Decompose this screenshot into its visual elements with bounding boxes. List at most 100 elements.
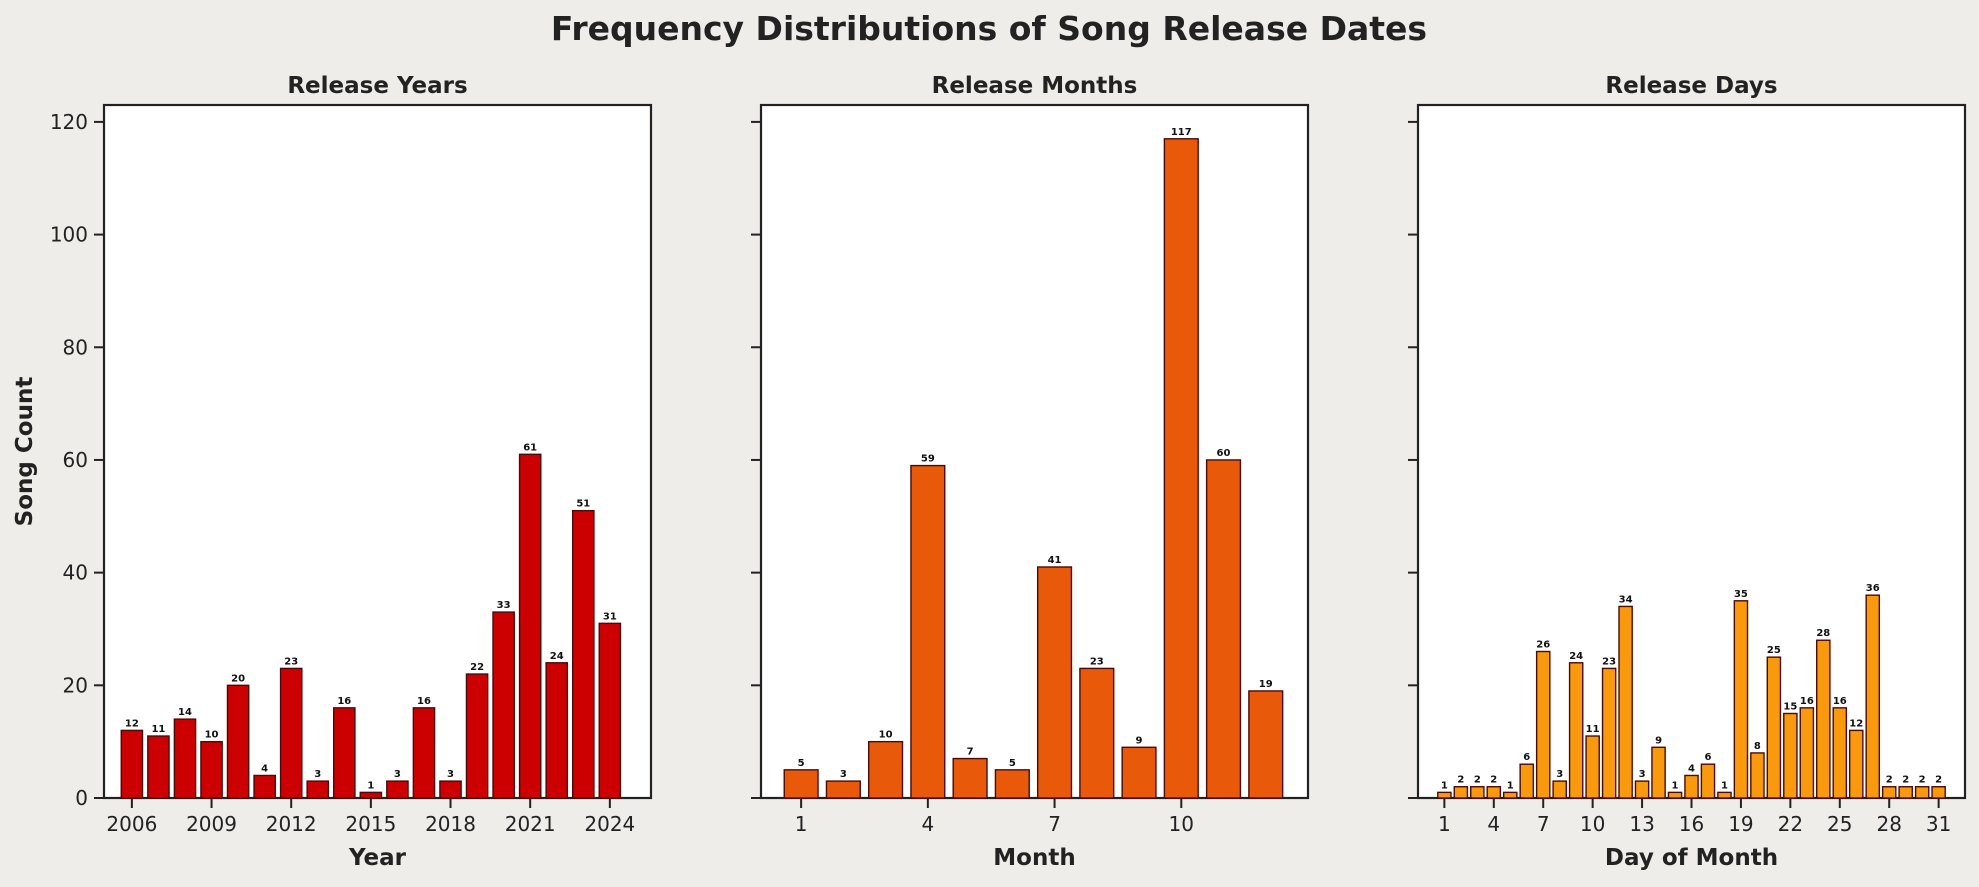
chart-panel-2: 1 4 7 10 5 3 10 59 7 5 41 23 9 117 60 19 Release Months M… [751,73,1310,871]
panel-title: Release Months [932,73,1138,99]
x-tick-label: 2024 [584,812,635,836]
bar-value-label: 11 [1586,724,1600,735]
y-axis-label: Song Count [12,377,38,527]
bar-value-label: 6 [1523,752,1530,763]
plot-frame [102,103,653,800]
bar [1634,780,1650,799]
bar [1552,780,1567,799]
x-tick-label: 2009 [186,812,237,836]
bar-value-label: 2 [1457,775,1464,786]
bar [1535,650,1551,799]
bar-value-label: 28 [1816,628,1830,639]
bar-value-label: 41 [1048,555,1062,566]
bar [1684,774,1699,799]
bar-value-label: 2 [1902,775,1909,786]
bar-value-label: 31 [603,611,617,622]
bar [910,464,946,799]
bar [439,780,462,799]
x-axis-label: Month [993,845,1075,871]
x-tick-label: 25 [1827,812,1852,836]
bar-value-label: 34 [1619,594,1633,605]
bar-value-label: 1 [367,780,374,791]
bar [1832,707,1848,799]
panel-title: Release Years [287,73,467,99]
bar-value-label: 6 [1704,752,1711,763]
y-tick-label: 20 [63,673,88,697]
bar-value-label: 15 [1783,701,1797,712]
x-axis-label: Day of Month [1605,845,1778,871]
bar-value-label: 3 [1639,769,1646,780]
bar-value-label: 12 [125,718,139,729]
bar [1248,690,1284,799]
bar [1733,600,1749,799]
bar-value-label: 16 [1800,696,1814,707]
bar [1848,729,1864,799]
bar-value-label: 61 [523,442,537,453]
y-tick-label: 40 [63,561,88,585]
bar [492,611,515,799]
bar [598,622,622,799]
x-tick-label: 1 [795,812,808,836]
x-tick-label: 7 [1048,812,1061,836]
bar [1667,791,1683,799]
bar [518,453,542,799]
x-tick-label: 10 [1580,812,1605,836]
bar [994,769,1030,799]
bar [412,707,436,799]
bar-value-label: 5 [1009,758,1016,769]
bar [1470,786,1485,799]
y-tick-label: 0 [75,786,88,810]
bar-value-label: 23 [1090,656,1104,667]
x-tick-label: 19 [1728,812,1753,836]
bar [1568,662,1584,799]
bar-value-label: 9 [1655,735,1662,746]
bar [868,740,904,799]
bar-value-label: 10 [205,730,219,741]
bar-value-label: 3 [447,769,454,780]
x-tick-label: 2015 [345,812,396,836]
x-tick-label: 4 [1487,812,1500,836]
x-tick-label: 7 [1537,812,1550,836]
bar [1453,786,1469,799]
bar-value-label: 1 [1507,780,1514,791]
x-tick-label: 2021 [505,812,556,836]
bar-value-label: 3 [314,769,321,780]
x-tick-label: 1 [1438,812,1451,836]
y-tick-label: 80 [63,335,88,359]
bar [226,684,250,799]
bar-value-label: 59 [921,454,935,465]
bar-value-label: 8 [1754,741,1761,752]
bar-value-label: 3 [840,769,847,780]
bar [1486,786,1502,799]
bar-value-label: 4 [261,763,268,774]
x-axis-label: Year [348,845,407,871]
bar-value-label: 25 [1767,645,1781,656]
bar [332,707,356,799]
bar-value-label: 51 [576,499,590,510]
x-tick-label: 31 [1926,812,1951,836]
bar [952,757,988,799]
bar-value-label: 2 [1935,775,1942,786]
bar-value-label: 24 [1569,651,1583,662]
bar [200,740,223,799]
bar-value-label: 22 [470,662,484,673]
bar [1700,763,1716,799]
bar [1717,791,1732,799]
bar [1585,735,1600,799]
bar [1079,667,1115,799]
bar [1519,763,1535,799]
bar-value-label: 2 [1919,775,1926,786]
x-tick-label: 16 [1679,812,1704,836]
bar [825,780,861,799]
bar-value-label: 3 [394,769,401,780]
bar [1618,605,1633,799]
x-tick-label: 2006 [106,812,157,836]
figure-title: Frequency Distributions of Song Release … [551,9,1427,48]
bar-value-label: 60 [1217,448,1231,459]
y-tick-label: 100 [50,223,88,247]
bar [1502,791,1518,799]
bar [1163,138,1199,799]
bar [1651,746,1666,799]
